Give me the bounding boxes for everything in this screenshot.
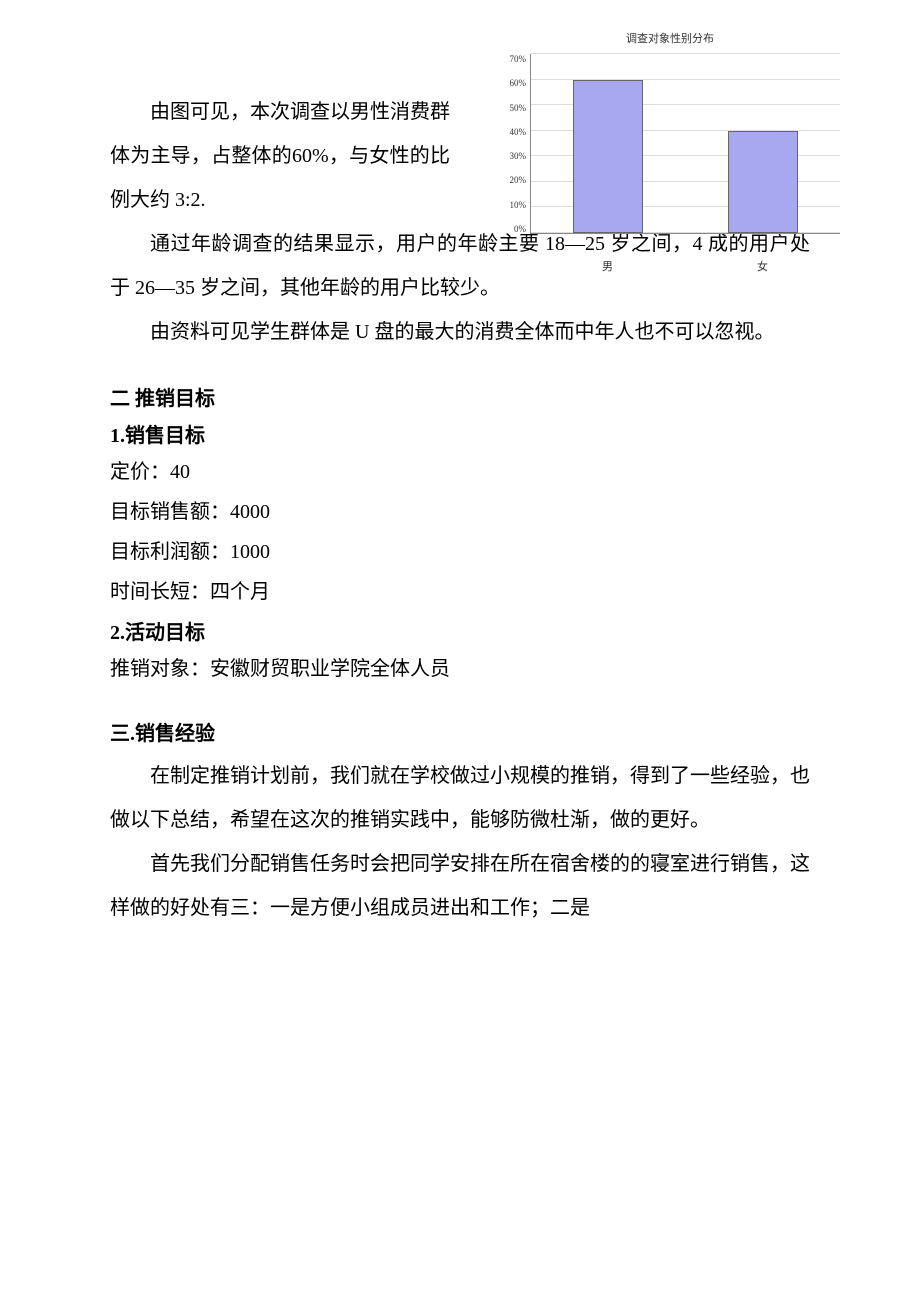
chart-bars <box>531 54 840 233</box>
line-audience: 推销对象：安徽财贸职业学院全体人员 <box>110 649 810 689</box>
chart-y-axis: 70% 60% 50% 40% 30% 20% 10% 0% <box>500 54 530 234</box>
ytick: 60% <box>500 78 526 88</box>
xtick: 女 <box>757 258 768 274</box>
ytick: 40% <box>500 127 526 137</box>
ytick: 10% <box>500 200 526 210</box>
chart-area: 70% 60% 50% 40% 30% 20% 10% 0% <box>500 54 840 254</box>
chart-x-axis: 男 女 <box>530 258 840 274</box>
xtick: 男 <box>602 258 613 274</box>
ytick: 20% <box>500 175 526 185</box>
paragraph-3: 由资料可见学生群体是 U 盘的最大的消费全体而中年人也不可以忽视。 <box>110 310 810 354</box>
line-profit: 目标利润额：1000 <box>110 532 810 572</box>
heading-section-2: 二 推销目标 <box>110 382 810 411</box>
line-price: 定价：40 <box>110 452 810 492</box>
chart-title: 调查对象性别分布 <box>500 30 840 46</box>
gender-distribution-chart: 调查对象性别分布 70% 60% 50% 40% 30% 20% 10% 0% … <box>500 30 840 274</box>
line-duration: 时间长短：四个月 <box>110 572 810 612</box>
ytick: 0% <box>500 224 526 234</box>
ytick: 70% <box>500 54 526 64</box>
bar-female <box>728 131 798 233</box>
bar-male <box>573 80 643 233</box>
line-revenue: 目标销售额：4000 <box>110 492 810 532</box>
chart-plot <box>530 54 840 234</box>
ytick: 30% <box>500 151 526 161</box>
paragraph-5: 首先我们分配销售任务时会把同学安排在所在宿舍楼的的寝室进行销售，这样做的好处有三… <box>110 842 810 930</box>
ytick: 50% <box>500 103 526 113</box>
heading-section-3: 三.销售经验 <box>110 717 810 746</box>
heading-sales-target: 1.销售目标 <box>110 419 810 448</box>
paragraph-4: 在制定推销计划前，我们就在学校做过小规模的推销，得到了一些经验，也做以下总结，希… <box>110 754 810 842</box>
heading-activity-target: 2.活动目标 <box>110 616 810 645</box>
